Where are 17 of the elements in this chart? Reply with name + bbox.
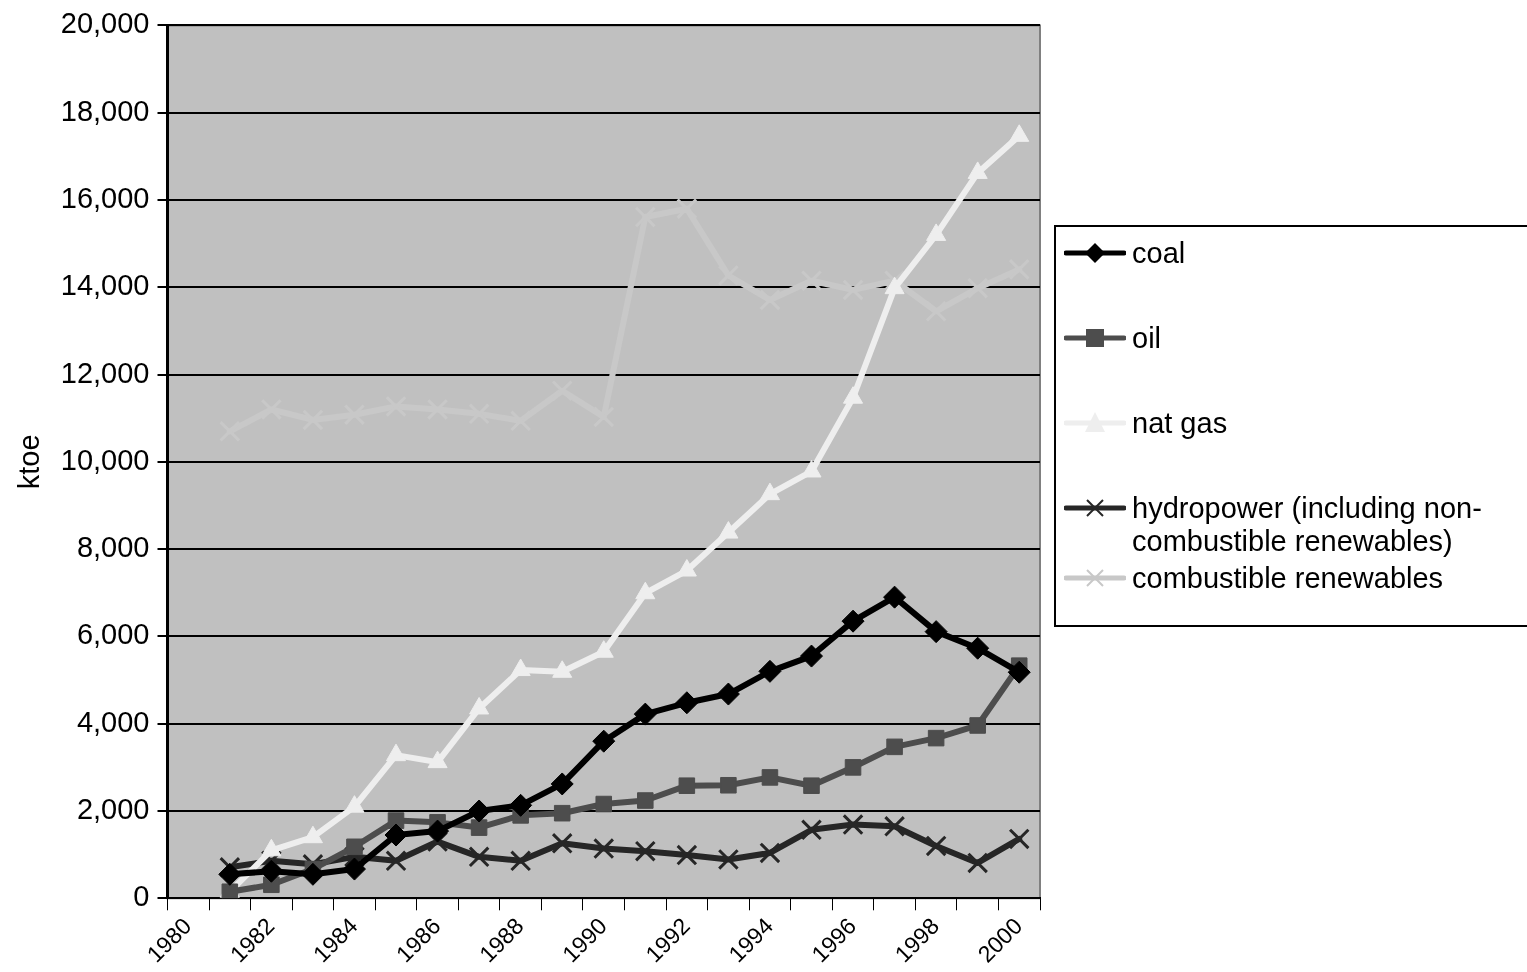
- legend-label: nat gas: [1132, 407, 1228, 440]
- y-tick-label: 16,000: [60, 181, 150, 214]
- legend-label: hydropower (including non-combustible renewables): [1132, 492, 1483, 558]
- y-tick-label: 12,000: [60, 356, 150, 389]
- y-tick-label: 2,000: [76, 793, 150, 826]
- y-tick-label: 14,000: [60, 269, 150, 302]
- y-tick-label: 18,000: [60, 94, 150, 127]
- y-axis-title: ktoe: [13, 434, 46, 490]
- y-tick-label: 0: [133, 880, 150, 913]
- legend-label: coal: [1132, 237, 1186, 270]
- legend-label: oil: [1132, 322, 1162, 355]
- y-tick-label: 20,000: [60, 7, 150, 40]
- legend-label: combustible renewables: [1132, 562, 1444, 595]
- y-tick-label: 10,000: [60, 443, 150, 476]
- y-tick-label: 8,000: [76, 531, 150, 564]
- y-tick-label: 6,000: [76, 618, 150, 651]
- y-tick-label: 4,000: [76, 705, 150, 738]
